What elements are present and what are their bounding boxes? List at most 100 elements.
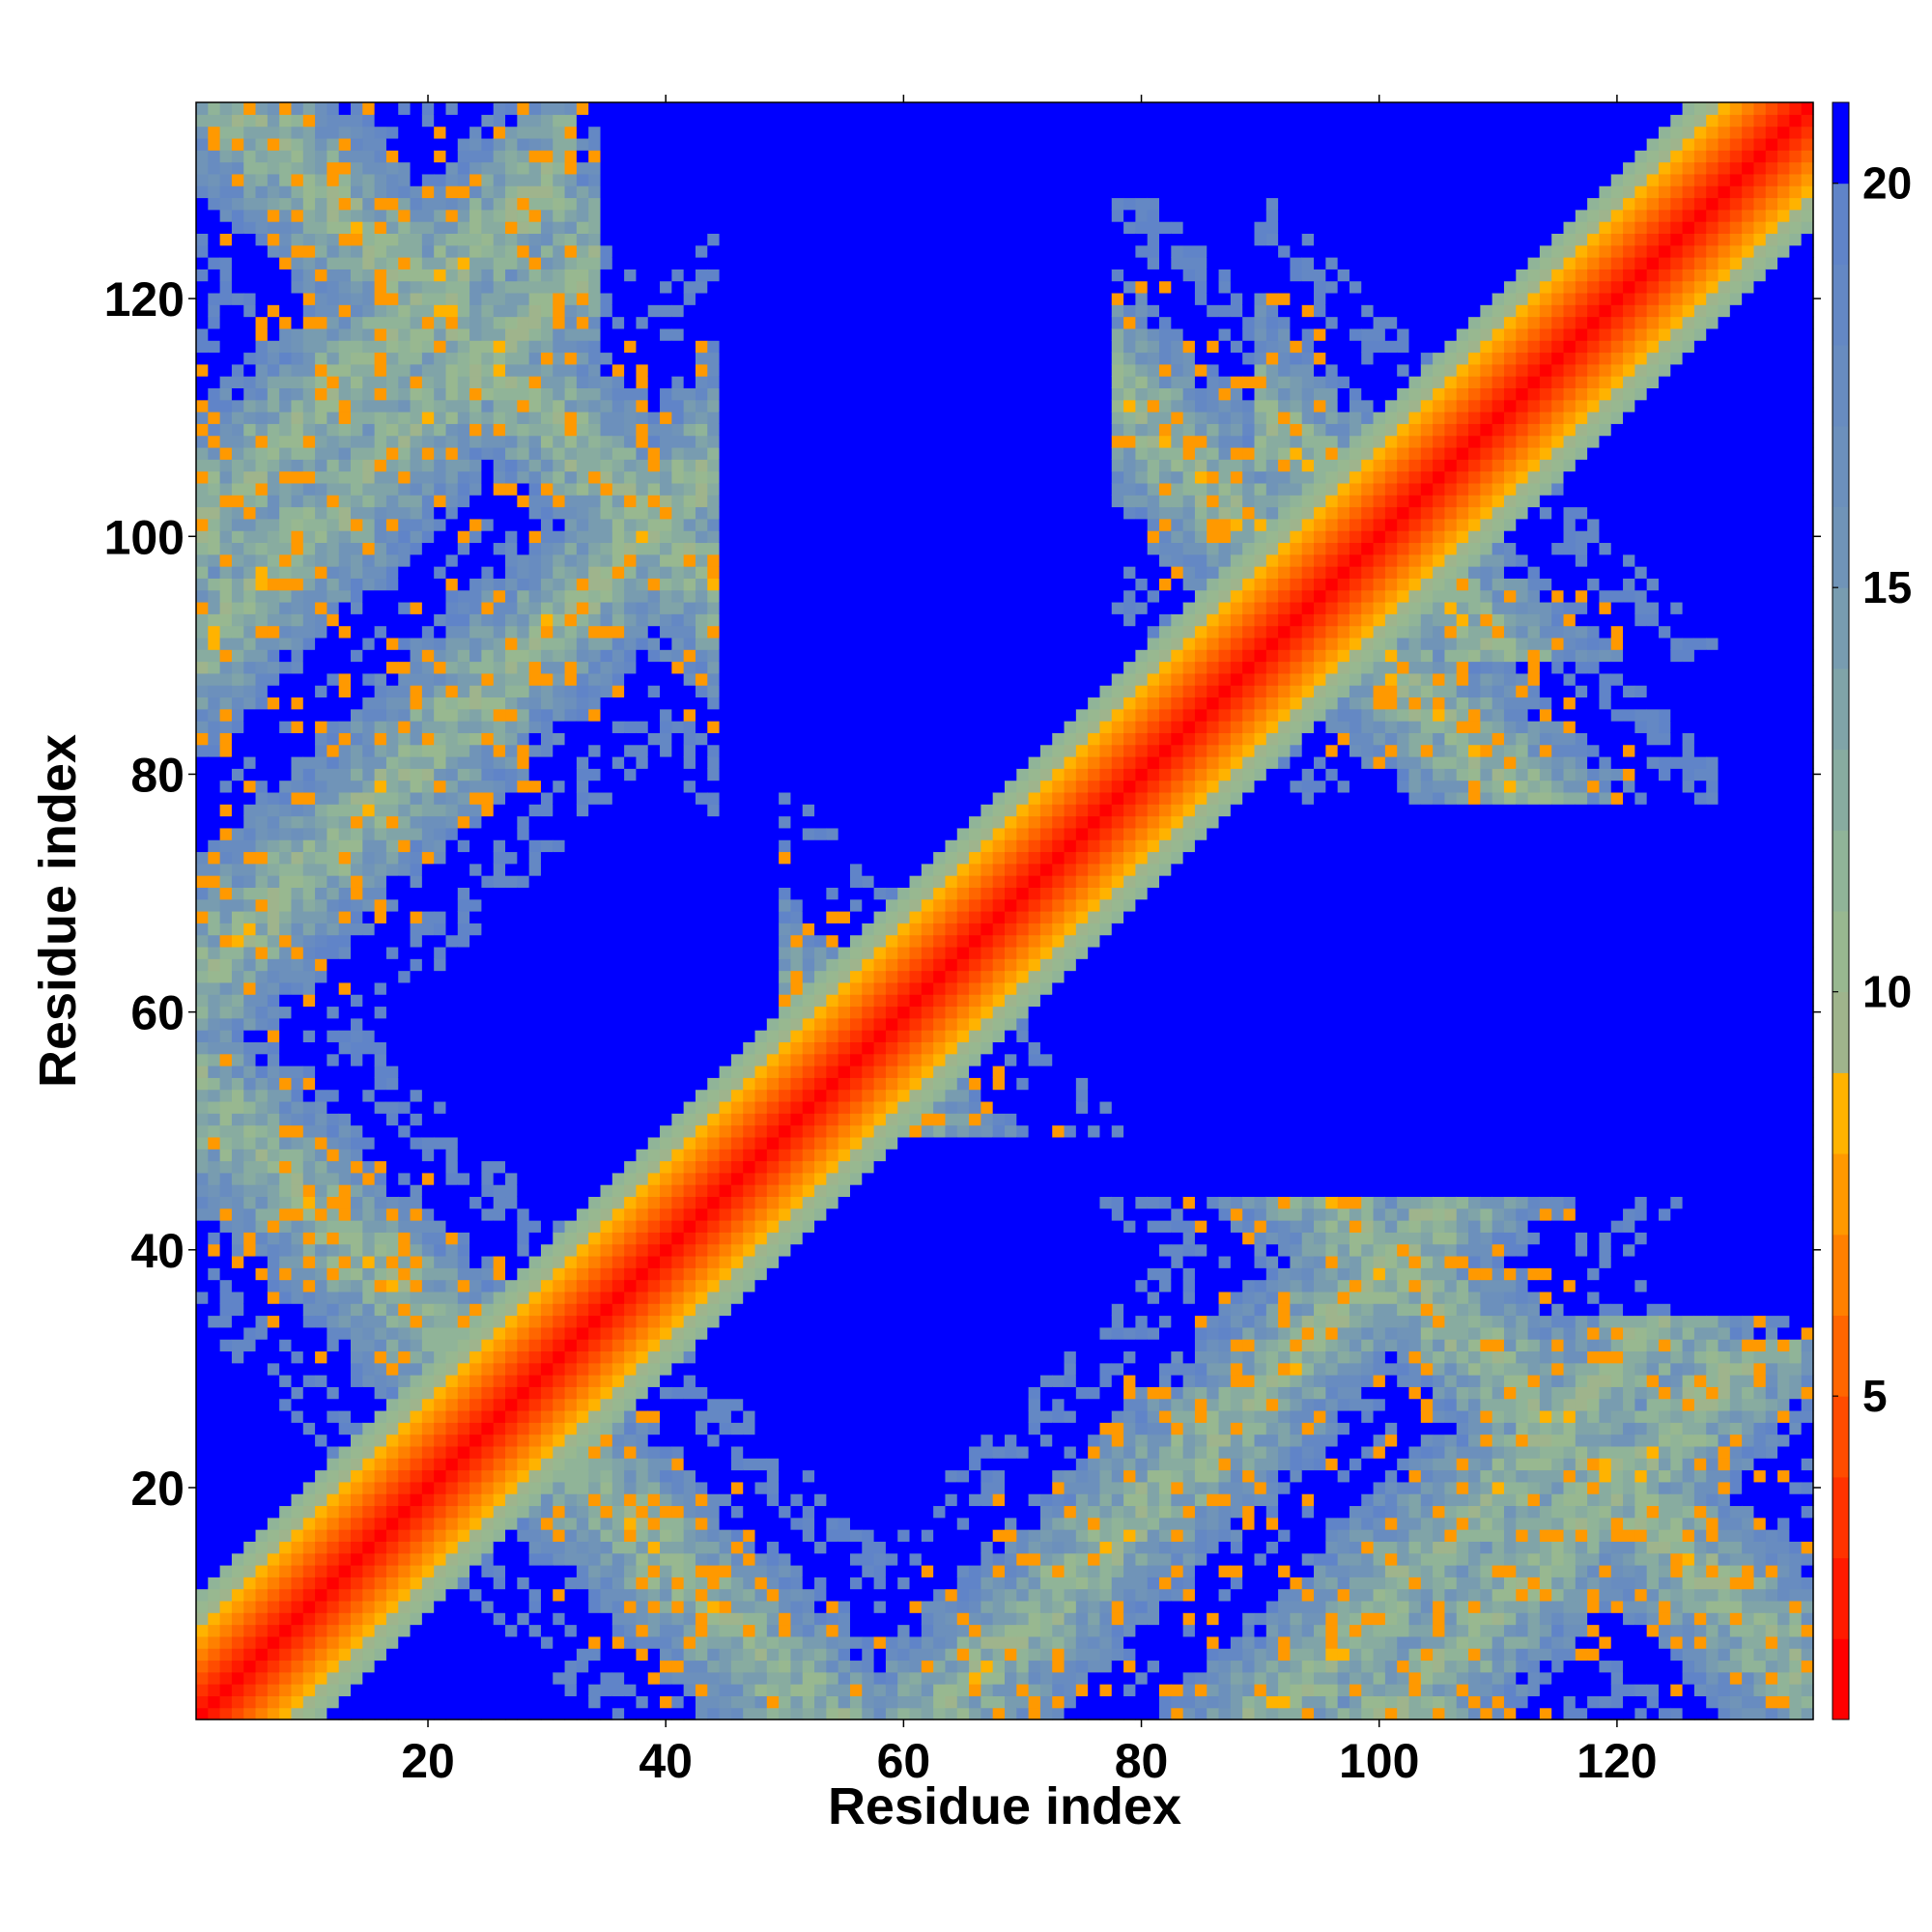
heatmap-cell (362, 1564, 376, 1577)
heatmap-cell (231, 269, 244, 282)
heatmap-cell (588, 1149, 602, 1162)
heatmap-cell (528, 137, 542, 151)
heatmap-cell (588, 1541, 602, 1554)
heatmap-cell (611, 839, 625, 853)
heatmap-cell (374, 1041, 387, 1055)
heatmap-cell (231, 1445, 244, 1459)
heatmap-cell (279, 1577, 293, 1590)
heatmap-cell (315, 435, 327, 448)
heatmap-cell (434, 1481, 447, 1494)
heatmap-cell (434, 1089, 447, 1102)
heatmap-cell (540, 1624, 554, 1637)
heatmap-cell (302, 1362, 316, 1376)
heatmap-cell (267, 1458, 280, 1471)
heatmap-cell (338, 1422, 352, 1435)
heatmap-cell (445, 1339, 459, 1352)
heatmap-cell (267, 755, 280, 769)
heatmap-cell (600, 1232, 613, 1245)
heatmap-cell (385, 1398, 399, 1411)
heatmap-cell (255, 613, 269, 627)
heatmap-cell (445, 911, 459, 923)
heatmap-cell (588, 780, 602, 793)
heatmap-cell (517, 649, 530, 663)
heatmap-cell (540, 589, 554, 603)
heatmap-cell (457, 292, 470, 305)
heatmap-cell (553, 1172, 566, 1185)
heatmap-cell (410, 399, 423, 412)
heatmap-cell (600, 1458, 613, 1471)
heatmap-cell (528, 1541, 542, 1554)
heatmap-cell (624, 994, 638, 1008)
heatmap-cell (540, 1291, 554, 1304)
heatmap-cell (374, 1458, 387, 1471)
heatmap-cell (302, 173, 316, 186)
heatmap-cell (410, 1326, 423, 1340)
heatmap-cell (576, 1600, 589, 1613)
heatmap-cell (611, 804, 625, 817)
heatmap-cell (553, 839, 566, 853)
heatmap-cell (576, 601, 589, 614)
heatmap-cell (243, 292, 257, 305)
heatmap-cell (421, 1196, 435, 1209)
heatmap-cell (540, 495, 554, 508)
heatmap-cell (208, 708, 221, 722)
heatmap-cell (564, 1409, 578, 1423)
heatmap-cell (553, 1279, 566, 1293)
heatmap-cell (517, 1481, 530, 1494)
heatmap-cell (374, 946, 387, 959)
heatmap-cell (196, 482, 209, 496)
heatmap-cell (267, 1113, 280, 1126)
heatmap-cell (338, 1220, 352, 1233)
heatmap-cell (196, 102, 209, 115)
heatmap-cell (338, 1255, 352, 1268)
heatmap-cell (279, 316, 293, 329)
heatmap-cell (611, 1635, 625, 1649)
heatmap-cell (374, 661, 387, 674)
heatmap-cell (445, 1136, 459, 1150)
heatmap-cell (208, 1588, 221, 1602)
heatmap-cell (231, 1541, 244, 1554)
heatmap-cell (338, 970, 352, 983)
heatmap-cell (208, 459, 221, 472)
heatmap-cell (611, 970, 625, 983)
heatmap-cell (434, 376, 447, 389)
heatmap-cell (540, 221, 554, 234)
heatmap-cell (469, 269, 483, 282)
heatmap-cell (196, 1339, 209, 1352)
heatmap-cell (434, 173, 447, 186)
heatmap-cell (540, 1458, 554, 1471)
heatmap-cell (398, 1030, 412, 1042)
heatmap-cell (243, 981, 257, 995)
heatmap-cell (255, 1279, 269, 1293)
heatmap-cell (267, 1006, 280, 1019)
heatmap-cell (327, 1113, 340, 1126)
heatmap-cell (338, 340, 352, 354)
heatmap-cell (196, 970, 209, 983)
heatmap-cell (385, 911, 399, 923)
heatmap-cell (315, 970, 327, 983)
heatmap-cell (588, 923, 602, 936)
heatmap-cell (255, 732, 269, 746)
heatmap-cell (267, 387, 280, 401)
heatmap-cell (279, 1529, 293, 1542)
heatmap-cell (398, 755, 412, 769)
heatmap-cell (493, 197, 506, 211)
heatmap-cell (457, 1041, 470, 1055)
heatmap-cell (302, 744, 316, 757)
heatmap-cell (338, 495, 352, 508)
heatmap-cell (231, 161, 244, 175)
heatmap-cell (231, 495, 244, 508)
heatmap-cell (362, 542, 376, 555)
heatmap-cell (553, 495, 566, 508)
heatmap-cell (624, 1184, 638, 1198)
heatmap-cell (588, 1481, 602, 1494)
heatmap-cell (196, 1172, 209, 1185)
heatmap-cell (327, 1386, 340, 1400)
heatmap-cell (540, 1089, 554, 1102)
heatmap-cell (279, 1255, 293, 1268)
heatmap-cell (553, 1030, 566, 1042)
heatmap-cell (564, 1481, 578, 1494)
heatmap-cell (362, 554, 376, 567)
heatmap-cell (398, 589, 412, 603)
heatmap-cell (255, 340, 269, 354)
